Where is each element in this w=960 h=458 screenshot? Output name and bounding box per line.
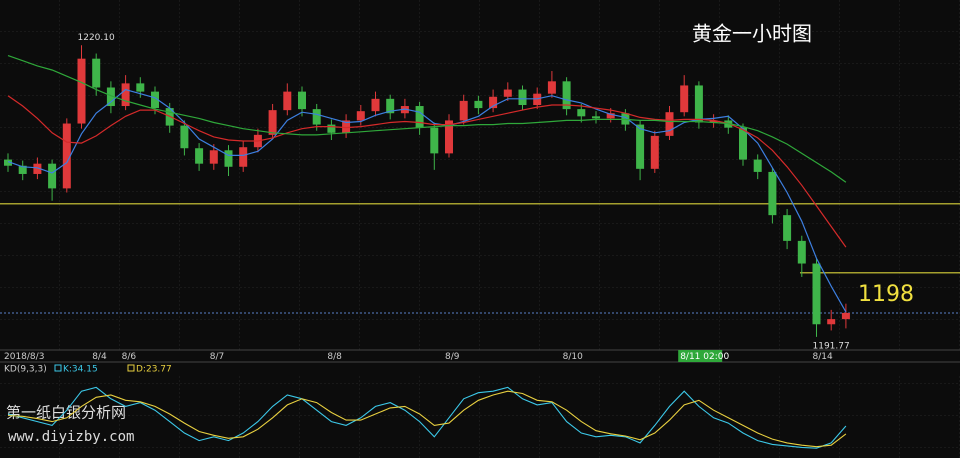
indicator-line <box>7 386 847 449</box>
candle-body <box>121 83 130 107</box>
candle-body <box>753 159 762 172</box>
chart-title: 黄金一小时图 <box>692 22 812 46</box>
candle-body <box>239 147 248 167</box>
x-tick-label: 8/10 <box>563 352 583 362</box>
candle-body <box>518 89 527 105</box>
candle-body <box>209 150 218 164</box>
indicator-line <box>7 390 847 448</box>
candle-body <box>136 83 145 92</box>
candle-body <box>371 98 380 112</box>
candle-body <box>797 240 806 264</box>
candle-body <box>342 120 351 133</box>
price-annotation: 1191.77 <box>813 341 850 351</box>
candle-body <box>547 81 556 94</box>
candle-body <box>268 110 277 135</box>
candle-body <box>415 106 424 128</box>
candle-body <box>577 109 586 117</box>
moving-average <box>7 88 847 313</box>
moving-average <box>7 55 847 183</box>
candle-body <box>4 159 12 166</box>
candle-body <box>48 163 57 189</box>
candle-body <box>386 98 395 114</box>
indicator-title: KD(9,3,3) <box>4 365 47 375</box>
level-label: 1198 <box>858 282 914 307</box>
candle-body <box>430 127 439 154</box>
price-panel-grid <box>0 0 960 350</box>
candle-body <box>356 111 365 121</box>
candle-body <box>694 85 703 123</box>
candle-body <box>680 85 689 113</box>
candle-body <box>445 120 453 154</box>
indicator-panel-grid <box>0 374 960 458</box>
candle-body <box>62 123 71 189</box>
legend-swatch <box>54 364 62 372</box>
legend-swatch <box>127 364 135 372</box>
candle-body <box>283 91 292 111</box>
candle-body <box>92 58 101 88</box>
candle-body <box>503 89 512 97</box>
x-tick-label: 8/7 <box>210 352 224 362</box>
candle-body <box>841 312 850 320</box>
candle-body <box>180 125 189 149</box>
candle-body <box>298 91 306 110</box>
x-tick-label: 8/11 02:00 <box>680 352 729 362</box>
candle-body <box>327 124 336 133</box>
watermark: 第一纸白银分析网 <box>6 404 126 422</box>
watermark: www.diyizby.com <box>8 429 134 445</box>
candle-body <box>18 165 27 174</box>
legend-label: K:34.15 <box>63 365 98 375</box>
candle-body <box>739 127 747 160</box>
candle-body <box>812 263 821 325</box>
candle-body <box>106 87 115 107</box>
candle-body <box>650 135 659 169</box>
x-tick-label: 8/9 <box>445 352 460 362</box>
candle-body <box>474 100 483 109</box>
candle-body <box>195 148 204 164</box>
candle-body <box>224 150 233 167</box>
x-tick-label: 8/14 <box>813 352 833 362</box>
x-tick-label: 2018/8/3 <box>4 352 44 362</box>
candle-body <box>151 91 159 109</box>
candle-body <box>665 112 674 136</box>
candle-body <box>827 319 836 325</box>
candle-body <box>606 113 615 119</box>
legend-label: D:23.77 <box>136 365 172 375</box>
x-tick-label: 8/6 <box>122 352 137 362</box>
candle-body <box>459 100 468 121</box>
candle-body <box>77 58 86 124</box>
x-tick-label: 8/8 <box>327 352 342 362</box>
crosshair-box <box>678 350 723 362</box>
candle-body <box>783 215 792 241</box>
candle-body <box>33 163 42 174</box>
candle-body <box>768 171 777 216</box>
price-annotation: 1220.10 <box>78 33 115 43</box>
candle-body <box>709 120 718 123</box>
candle-body <box>636 124 645 169</box>
candle-body <box>562 81 571 110</box>
candle-body <box>489 96 498 109</box>
x-tick-label: 8/4 <box>92 352 107 362</box>
candle-body <box>312 109 321 125</box>
moving-average <box>7 95 847 248</box>
candle-body <box>592 116 600 119</box>
